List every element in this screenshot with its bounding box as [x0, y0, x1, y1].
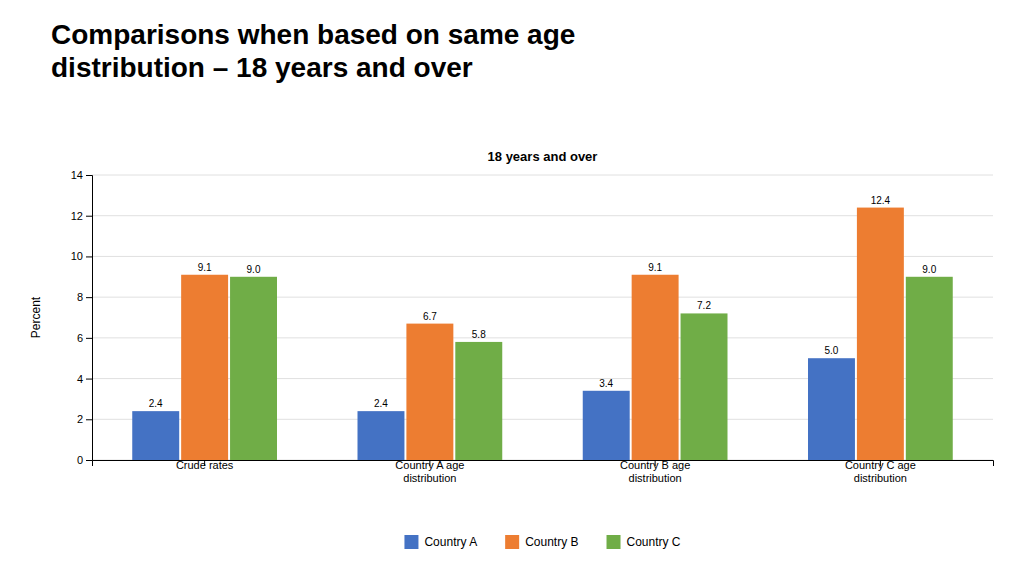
tick-label: 6 — [77, 332, 83, 344]
plot: 18 years and over02468101214Crude ratesC… — [71, 149, 994, 484]
y-tick: 2 — [77, 413, 92, 425]
bar — [455, 342, 502, 460]
y-tick: 12 — [71, 210, 92, 222]
axis-line — [86, 176, 93, 461]
x-tick: Country C agedistribution — [845, 459, 916, 484]
tick-label: 14 — [71, 169, 83, 181]
data-label: 2.4 — [374, 398, 388, 409]
bar — [906, 277, 953, 460]
data-label: 9.0 — [247, 264, 261, 275]
subtitle: 18 years and over — [488, 149, 598, 164]
tick-mark — [86, 460, 92, 461]
tick-label: 0 — [77, 454, 83, 466]
tick-mark — [86, 256, 92, 257]
bar — [406, 324, 453, 460]
y-tick: 0 — [77, 454, 92, 466]
tick-mark — [86, 297, 92, 298]
bar — [681, 313, 728, 460]
tick-mark — [86, 175, 92, 176]
legend-label: Country B — [525, 535, 578, 549]
y-axis: 0 2 4 6 8 10 12 14 — [71, 169, 93, 466]
y-tick: 10 — [71, 250, 92, 262]
legend-swatch — [505, 535, 519, 549]
y-tick: 14 — [71, 169, 92, 181]
tick-mark — [86, 338, 92, 339]
x-tick: Crude rates — [176, 459, 234, 471]
legend: Country A Country B Country C — [404, 535, 680, 549]
chart-container: Comparisons when based on same agedistri… — [0, 0, 1024, 576]
legend-item: Country A — [404, 535, 477, 549]
tick-label: 4 — [77, 373, 83, 385]
data-label: 3.4 — [599, 378, 613, 389]
bar — [583, 391, 630, 460]
bar — [181, 275, 228, 460]
bar — [132, 411, 179, 460]
legend-item: Country C — [607, 535, 681, 549]
tick-label: Country B agedistribution — [620, 459, 690, 484]
bars — [132, 208, 953, 460]
x-tick: Country B agedistribution — [620, 459, 690, 484]
y-tick: 4 — [77, 373, 92, 385]
bar — [857, 208, 904, 460]
y-tick: 8 — [77, 291, 92, 303]
legend-item: Country B — [505, 535, 578, 549]
title: Comparisons when based on same agedistri… — [51, 19, 575, 83]
data-label: 5.8 — [472, 329, 486, 340]
y-tick: 6 — [77, 332, 92, 344]
tick-mark — [86, 216, 92, 217]
x-tick: Country A agedistribution — [395, 459, 464, 484]
tick-label: 2 — [77, 413, 83, 425]
data-label: 6.7 — [423, 311, 437, 322]
tick-label: 8 — [77, 291, 83, 303]
tick-mark — [86, 419, 92, 420]
data-label: 5.0 — [825, 345, 839, 356]
data-labels: 2.4 2.4 3.4 5.0 9.1 6.7 9.1 12.4 9.0 5.8 7.2 9.0 — [149, 195, 937, 410]
legend-label: Country C — [627, 535, 681, 549]
bar — [230, 277, 277, 460]
legend-swatch — [607, 535, 621, 549]
legend-swatch — [404, 535, 418, 549]
tick-mark — [86, 379, 92, 380]
data-label: 9.1 — [648, 262, 662, 273]
grid-line — [92, 175, 993, 176]
tick-label: Country C agedistribution — [845, 459, 916, 484]
data-label: 9.0 — [922, 264, 936, 275]
data-label: 9.1 — [198, 262, 212, 273]
grid — [92, 175, 993, 460]
data-label: 2.4 — [149, 398, 163, 409]
x-axis: Crude rates Country A agedistribution Coun… — [93, 459, 994, 484]
bar — [632, 275, 679, 460]
tick-label: Crude rates — [176, 459, 234, 471]
tick-label: Country A agedistribution — [395, 459, 464, 484]
tick-label: 12 — [71, 210, 83, 222]
tick-label: 10 — [71, 250, 83, 262]
bar — [357, 411, 404, 460]
data-label: 12.4 — [871, 195, 891, 206]
bar — [808, 358, 855, 460]
legend-label: Country A — [424, 535, 477, 549]
y-axis-title: Percent — [29, 296, 43, 338]
chart-svg: Comparisons when based on same agedistri… — [0, 0, 1024, 576]
data-label: 7.2 — [697, 300, 711, 311]
